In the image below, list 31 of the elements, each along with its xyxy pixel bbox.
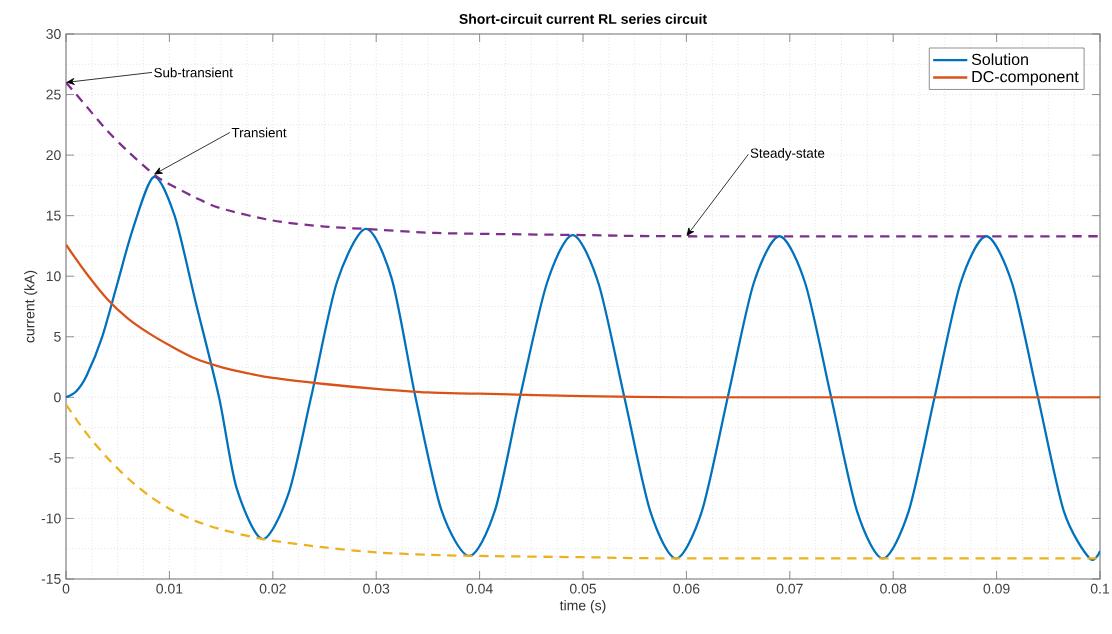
y-tick-label: 25: [46, 89, 61, 100]
x-tick-label: 0.03: [363, 583, 390, 594]
x-axis-title: time (s): [559, 600, 606, 614]
line-series: [66, 403, 1100, 560]
y-tick-label: 10: [46, 271, 61, 282]
x-tick-label: 0.08: [880, 583, 907, 594]
y-tick-label: -15: [41, 574, 61, 584]
annotation: Sub-transient: [154, 67, 233, 78]
x-tick-label: 0.05: [569, 583, 597, 594]
x-tick-label: 0.04: [466, 583, 493, 594]
y-tick-label: -5: [49, 453, 61, 463]
legend-label: Solution: [971, 53, 1028, 66]
x-tick-label: 0.06: [673, 583, 700, 594]
y-tick-label: 30: [46, 29, 61, 39]
x-tick-label: 0.1: [1090, 583, 1110, 594]
y-tick-label: -10: [41, 513, 61, 524]
line-series: [66, 243, 1100, 399]
y-tick-label: 5: [54, 331, 61, 342]
y-tick-label: 15: [46, 210, 61, 221]
y-tick-label: 0: [54, 392, 61, 403]
annotation: Steady-state: [750, 148, 825, 161]
x-tick-label: 0.01: [156, 583, 183, 594]
y-axis-title: current (kA): [24, 270, 38, 343]
x-tick-label: 0.09: [983, 583, 1010, 594]
x-tick-label: 0: [62, 583, 70, 594]
chart-title: Short-circuit current RL series circuit: [459, 13, 707, 24]
annotation: Transient: [231, 127, 287, 138]
x-tick-label: 0.07: [776, 583, 803, 594]
x-tick-label: 0.02: [259, 583, 286, 594]
legend-label: DC-component: [972, 70, 1079, 86]
y-tick-label: 20: [46, 150, 61, 161]
